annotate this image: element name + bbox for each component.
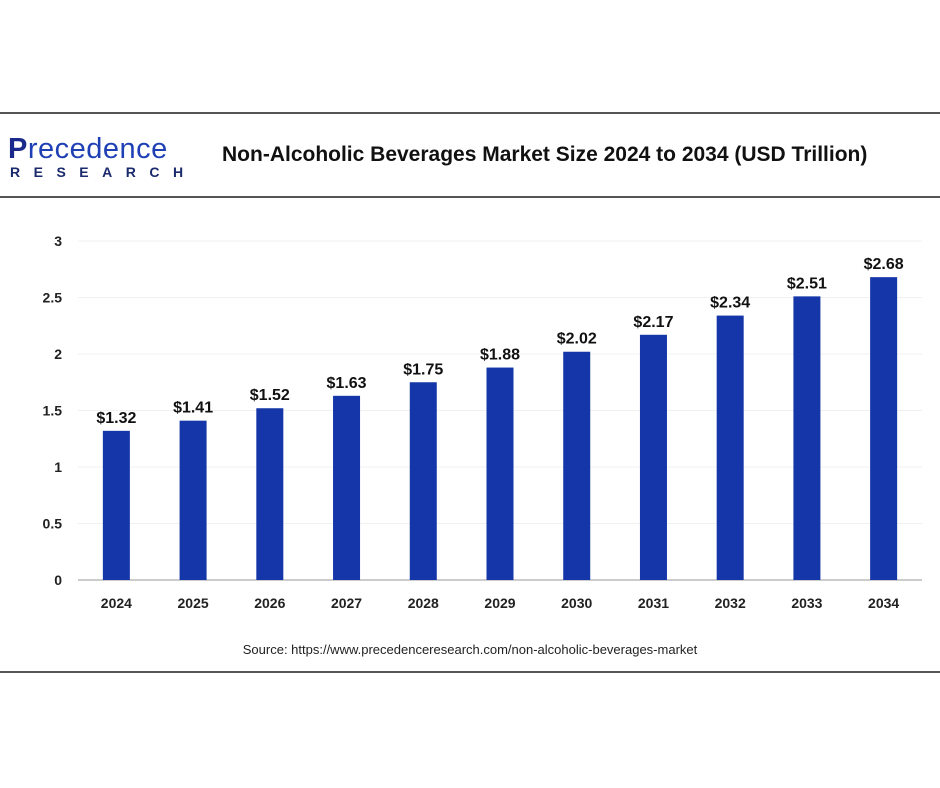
data-label: $2.02 (557, 331, 597, 348)
data-label: $2.17 (633, 314, 673, 331)
x-tick-label: 2024 (101, 595, 132, 611)
x-tick-label: 2025 (178, 595, 209, 611)
bar (256, 408, 284, 580)
bar (870, 277, 898, 580)
y-tick-label: 0.5 (43, 516, 63, 532)
logo-name: recedence (27, 133, 168, 165)
precedence-research-logo: Precedence RESEARCH (8, 134, 197, 180)
data-label: $2.51 (787, 275, 827, 292)
bar (793, 296, 821, 580)
x-tick-label: 2030 (561, 595, 592, 611)
y-tick-label: 3 (54, 233, 62, 249)
x-tick-label: 2028 (408, 595, 439, 611)
bar (486, 367, 514, 580)
x-tick-label: 2026 (254, 595, 285, 611)
x-tick-label: 2029 (484, 595, 515, 611)
bar (179, 420, 207, 580)
bar (563, 351, 591, 580)
x-tick-label: 2027 (331, 595, 362, 611)
data-label: $2.68 (864, 256, 904, 273)
data-label: $1.52 (250, 387, 290, 404)
y-tick-label: 1 (54, 459, 62, 475)
y-tick-label: 0 (54, 572, 62, 588)
data-label: $1.75 (403, 361, 443, 378)
data-label: $1.41 (173, 400, 213, 417)
bar (102, 430, 130, 580)
bar (716, 315, 744, 580)
header-top-rule (0, 112, 940, 114)
footer-rule (0, 671, 940, 673)
bar (409, 382, 437, 580)
chart-title: Non-Alcoholic Beverages Market Size 2024… (222, 143, 868, 166)
x-tick-label: 2031 (638, 595, 669, 611)
logo-subtitle: RESEARCH (10, 164, 197, 180)
bar (333, 395, 361, 580)
data-label: $2.34 (710, 295, 750, 312)
logo-initial: P (8, 133, 28, 165)
x-tick-label: 2033 (791, 595, 822, 611)
data-label: $1.32 (96, 410, 136, 427)
x-tick-label: 2032 (715, 595, 746, 611)
data-label: $1.88 (480, 347, 520, 364)
x-tick-label: 2034 (868, 595, 899, 611)
y-tick-label: 2.5 (43, 290, 63, 306)
source-note: Source: https://www.precedenceresearch.c… (242, 642, 698, 657)
data-label: $1.63 (327, 375, 367, 392)
y-tick-label: 2 (54, 346, 62, 362)
y-tick-label: 1.5 (43, 403, 63, 419)
header-bottom-rule (0, 196, 940, 198)
bar (639, 334, 667, 580)
